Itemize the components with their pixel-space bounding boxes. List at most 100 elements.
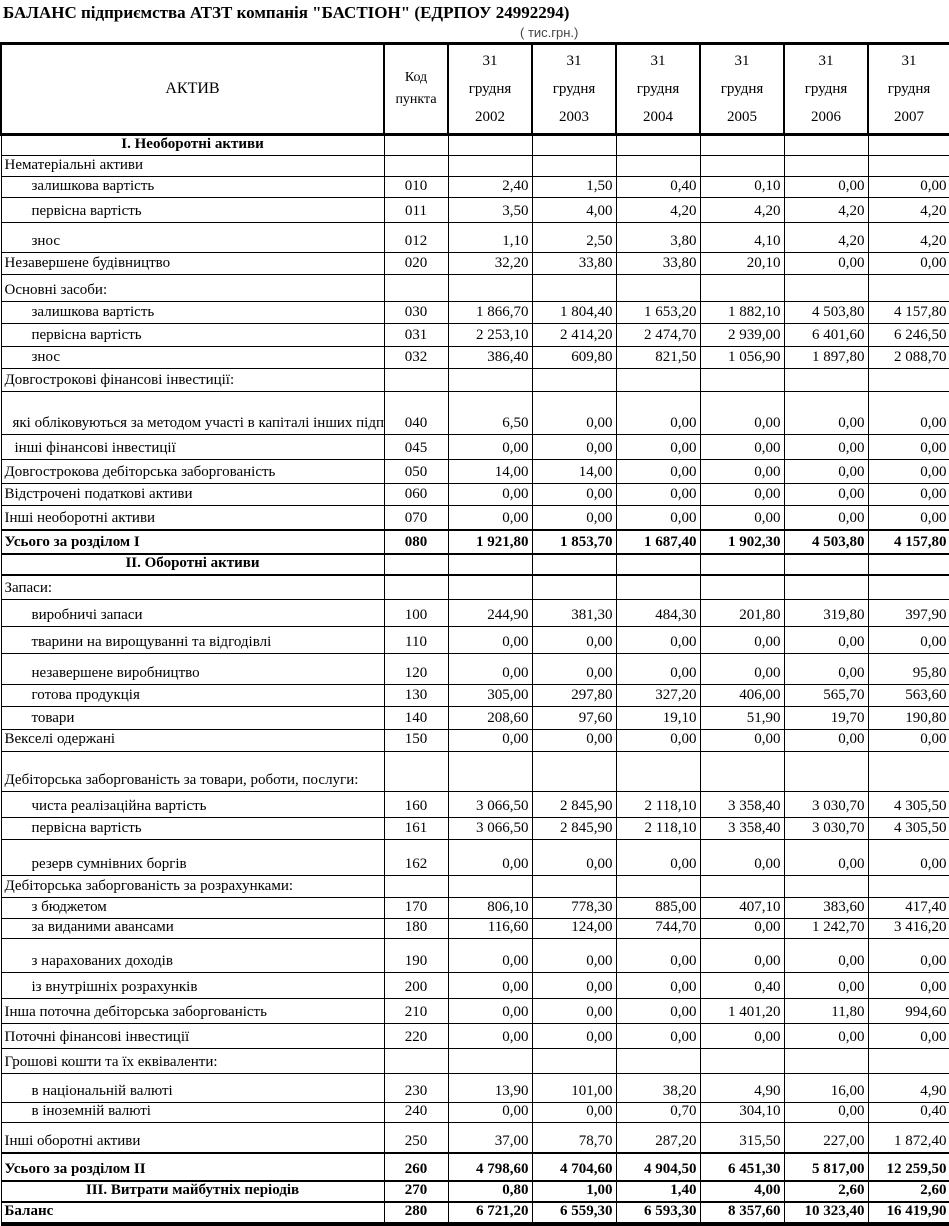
row-label: виробничі запаси [0,599,385,627]
year-header-line: 2004 [643,109,673,125]
column-header-year-2003: 31 грудня 2003 [531,42,617,136]
row-label: залишкова вартість [0,301,385,324]
value-cell: 484,30 [615,599,701,627]
value-cell: 0,00 [783,972,869,999]
row-code: 045 [383,434,449,460]
page-title: БАЛАНС підприємства АТЗТ компанія "БАСТІ… [3,3,570,22]
year-header-line: 31 [901,53,917,69]
value-cell: 2,50 [531,222,617,253]
value-cell: 0,00 [531,839,617,876]
row-code: 220 [383,1023,449,1049]
row-code: 010 [383,176,449,198]
value-cell: 397,90 [867,599,949,627]
row-label: Дебіторська заборгованість за розрахунка… [0,875,385,898]
value-cell: 406,00 [699,684,785,707]
table-row: Грошові кошти та їх еквіваленти: [0,1048,949,1074]
value-cell [531,1048,617,1074]
value-cell: 19,10 [615,706,701,730]
value-cell: 0,00 [615,434,701,460]
value-cell: 609,80 [531,346,617,369]
value-cell [783,875,869,898]
row-code [383,751,449,792]
row-code: 190 [383,938,449,973]
value-cell [867,1048,949,1074]
value-cell: 0,00 [867,729,949,752]
value-cell: 565,70 [783,684,869,707]
value-cell [699,368,785,392]
table-body: I. Необоротні активи Нематеріальні активи… [0,134,949,1226]
table-row: залишкова вартість 030 1 866,70 1 804,40 1 6… [0,301,949,324]
value-cell: 1 401,20 [699,998,785,1024]
value-cell: 78,70 [531,1122,617,1153]
value-cell: 116,60 [447,918,533,939]
row-label: III. Витрати майбутніх періодів [0,1180,385,1203]
row-code: 011 [383,197,449,223]
value-cell: 2 118,10 [615,817,701,840]
units-note: ( тис.грн.) [520,25,579,40]
value-cell: 2,40 [447,176,533,198]
value-cell [867,875,949,898]
value-cell: 4 704,60 [531,1151,617,1182]
row-code: 032 [383,346,449,369]
value-cell: 0,00 [615,459,701,484]
row-label: первісна вартість [0,197,385,223]
value-cell: 1 882,10 [699,301,785,324]
value-cell: 0,00 [867,626,949,654]
year-header-line: 2005 [727,109,757,125]
value-cell: 4 157,80 [867,301,949,324]
value-cell: 1 902,30 [699,528,785,555]
table-row: Незавершене будівництво 020 32,20 33,80 33,8… [0,252,949,275]
row-label: Довгострокові фінансові інвестиції: [0,368,385,392]
value-cell: 4,20 [699,197,785,223]
code-header-line2: пункта [395,92,437,107]
value-cell [783,134,869,156]
value-cell: 101,00 [531,1073,617,1103]
year-header-line: 31 [734,53,750,69]
row-code: 180 [383,918,449,939]
row-label: Векселі одержані [0,729,385,752]
table-row: Поточні фінансові інвестиції 220 0,00 0,00 0… [0,1023,949,1049]
value-cell: 0,00 [783,1023,869,1049]
table-header-row: АКТИВ Код пункта 31 грудня 2002 31 грудня 200… [0,42,949,136]
row-label: Довгострокова дебіторська заборгованість [0,459,385,484]
row-code: 031 [383,323,449,347]
row-code: 260 [383,1151,449,1182]
value-cell: 0,00 [867,391,949,435]
value-cell: 4 157,80 [867,528,949,555]
value-cell: 0,00 [447,938,533,973]
value-cell: 287,20 [615,1122,701,1153]
value-cell: 10 323,40 [783,1201,869,1226]
value-cell: 0,00 [531,483,617,506]
row-code: 140 [383,706,449,730]
value-cell: 4,00 [531,197,617,223]
table-row: з нарахованих доходів 190 0,00 0,00 0,00 0,00… [0,938,949,973]
value-cell: 4 503,80 [783,301,869,324]
value-cell: 0,00 [867,176,949,198]
value-cell: 14,00 [447,459,533,484]
value-cell: 6 559,30 [531,1201,617,1226]
value-cell: 0,00 [615,938,701,973]
row-label: Основні засоби: [0,274,385,302]
row-code [383,155,449,177]
value-cell: 0,00 [531,729,617,752]
value-cell: 1 653,20 [615,301,701,324]
row-label: Інша поточна дебіторська заборгованість [0,998,385,1024]
value-cell: 0,40 [867,1102,949,1123]
value-cell: 0,00 [783,483,869,506]
value-cell: 1 687,40 [615,528,701,555]
value-cell: 6,50 [447,391,533,435]
value-cell: 315,50 [699,1122,785,1153]
table-row: з бюджетом 170 806,10 778,30 885,00 407,10 383… [0,897,949,919]
value-cell: 0,00 [699,391,785,435]
value-cell [447,155,533,177]
value-cell: 4,20 [867,222,949,253]
value-cell: 0,00 [783,434,869,460]
column-header-year-2006: 31 грудня 2006 [783,42,869,136]
value-cell: 0,00 [867,839,949,876]
value-cell: 305,00 [447,684,533,707]
value-cell: 0,00 [447,626,533,654]
value-cell [531,134,617,156]
table-row: Запаси: [0,574,949,600]
row-label: залишкова вартість [0,176,385,198]
row-code: 130 [383,684,449,707]
